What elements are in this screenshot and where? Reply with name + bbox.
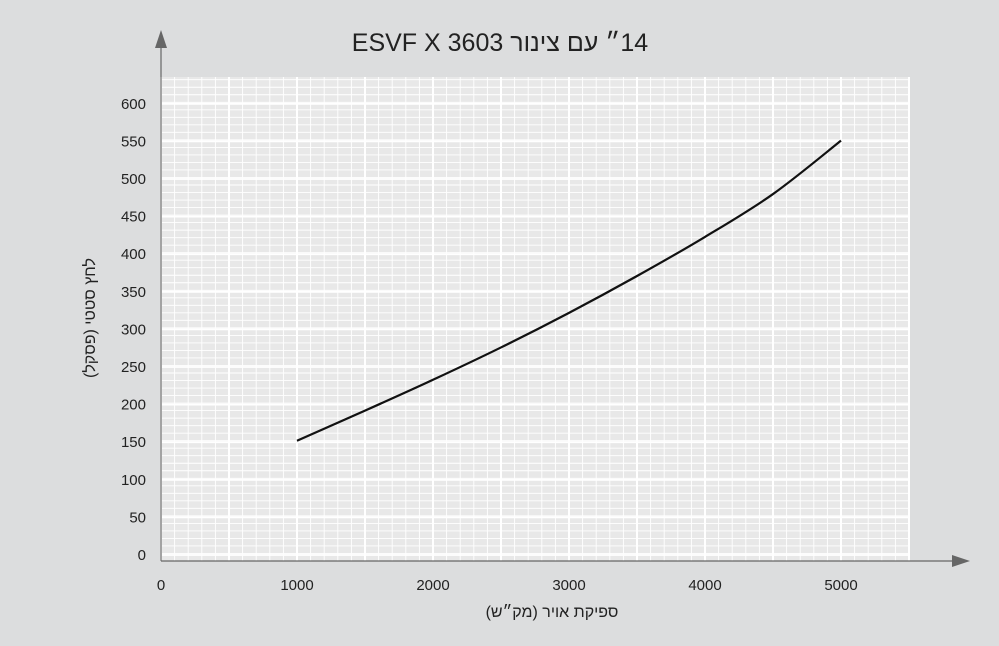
grid [160, 77, 910, 562]
x-tick-label: 4000 [688, 577, 721, 594]
x-tick-label: 3000 [552, 577, 585, 594]
y-tick-label: 50 [129, 509, 146, 526]
y-axis-arrow [155, 30, 167, 48]
series-line [296, 139, 842, 442]
x-tick-label: 5000 [824, 577, 857, 594]
y-tick-label: 550 [121, 133, 146, 150]
x-axis-title: ספיקת אויר (מק״ש) [486, 604, 619, 621]
y-tick-label: 0 [138, 547, 146, 564]
y-tick-label: 250 [121, 359, 146, 376]
x-axis-arrow [952, 555, 970, 567]
y-axis-title: לחץ סטטי (פסקל) [81, 258, 99, 378]
x-tick-label: 2000 [416, 577, 449, 594]
axes [155, 30, 970, 567]
y-tick-label: 100 [121, 472, 146, 489]
tick-labels: 0 1000 2000 3000 4000 5000 0 50 100 150 200 250 300 3… [121, 96, 858, 594]
y-tick-label: 600 [121, 96, 146, 113]
x-tick-label: 1000 [280, 577, 313, 594]
chart-title: 14״ עם צינור ESVF X 3603 [352, 29, 649, 57]
y-tick-label: 450 [121, 209, 146, 226]
y-tick-label: 350 [121, 284, 146, 301]
y-tick-label: 300 [121, 321, 146, 338]
y-tick-label: 200 [121, 397, 146, 414]
series [296, 139, 842, 442]
y-tick-label: 400 [121, 246, 146, 263]
y-tick-label: 150 [121, 434, 146, 451]
plot-area [161, 77, 909, 561]
y-tick-label: 500 [121, 171, 146, 188]
x-tick-label: 0 [157, 577, 165, 594]
